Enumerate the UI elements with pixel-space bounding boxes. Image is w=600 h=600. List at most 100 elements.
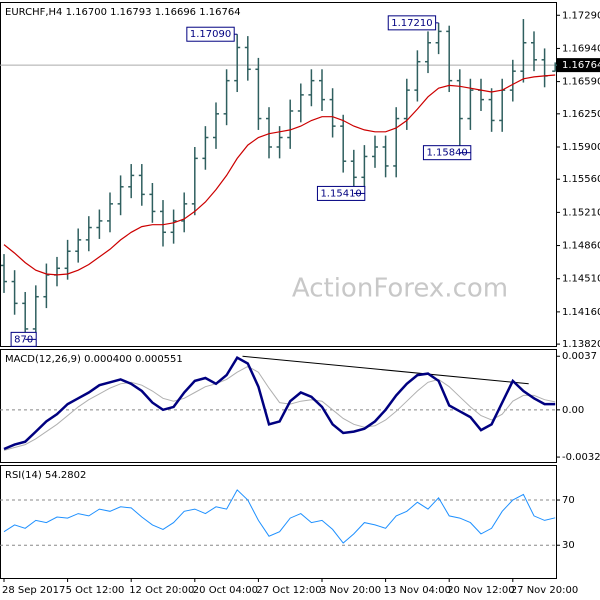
ohlc-bar — [287, 99, 294, 149]
ohlc-bar — [107, 192, 113, 233]
ohlc-bar — [54, 256, 60, 287]
last-price-label: 1.16764 — [562, 60, 600, 71]
x-tick-label: 13 Nov 04:00 — [384, 585, 451, 596]
ohlc-bar — [340, 114, 347, 173]
ohlc-bar — [1, 254, 7, 293]
y-tick-label: 1.16590 — [562, 77, 600, 88]
x-tick-label: 28 Sep 2017 — [2, 585, 65, 596]
ohlc-bar — [117, 175, 124, 216]
indicator-line — [3, 356, 556, 451]
trendline — [242, 355, 529, 385]
y-tick-label: 1.14510 — [562, 274, 600, 285]
annotation-label: 1.17090 — [190, 29, 231, 40]
moving-average — [3, 74, 556, 276]
ohlc-bar — [361, 145, 368, 189]
panel-frame — [0, 465, 557, 579]
panel-header: MACD(12,26,9) 0.000400 0.000551 — [5, 354, 183, 365]
y-tick-label: 1.15900 — [562, 142, 600, 153]
ohlc-bar — [393, 107, 400, 178]
panel-header: EURCHF,H4 1.16700 1.16793 1.16696 1.1676… — [5, 7, 241, 18]
ohlc-bar — [170, 209, 177, 244]
header-title: RSI(14) — [5, 470, 42, 481]
ohlc-bar — [435, 22, 442, 55]
ohlc-bar — [75, 228, 82, 263]
header-title: EURCHF,H4 — [5, 7, 62, 18]
ohlc-bar — [85, 216, 92, 252]
y-tick-label: 30 — [562, 540, 575, 551]
y-tick-label: 1.15560 — [562, 174, 600, 185]
ohlc-bar — [11, 270, 18, 315]
watermark: ActionForex.com — [292, 274, 508, 304]
ohlc-bar — [372, 135, 378, 168]
ohlc-bar — [244, 36, 251, 81]
panel-frame — [0, 2, 557, 347]
x-tick-label: 3 Nov 20:00 — [320, 585, 381, 596]
annotation-label: 1.15840 — [426, 148, 467, 159]
ohlc-bar — [160, 200, 166, 247]
ohlc-bar — [467, 78, 474, 130]
y-tick-label: 1.13820 — [562, 339, 600, 350]
ohlc-bar — [414, 50, 421, 102]
y-tick-label: 1.17290 — [562, 10, 600, 21]
x-tick-label: 27 Oct 12:00 — [256, 585, 321, 596]
ohlc-bar — [446, 25, 453, 93]
ohlc-bar — [138, 164, 145, 206]
annotation-label: 1.17210 — [391, 18, 432, 29]
header-value: 0.000400 — [84, 354, 132, 365]
y-tick-label: 1.14160 — [562, 307, 600, 318]
panel-header: RSI(14) 54.2802 — [5, 470, 86, 481]
ohlc-bar — [488, 88, 495, 132]
ohlc-bar — [255, 57, 262, 130]
y-tick-label: -0.00326 — [562, 452, 600, 463]
annotation-label: 1.15410 — [320, 188, 361, 199]
header-title: MACD(12,26,9) — [5, 354, 81, 365]
y-tick-label: 1.16940 — [562, 43, 600, 54]
ohlc-bar — [382, 135, 389, 178]
ohlc-bar — [329, 88, 336, 138]
x-tick-label: 5 Oct 12:00 — [66, 585, 125, 596]
ohlc-bar — [509, 59, 516, 102]
ohlc-bar — [128, 164, 135, 199]
indicator-line — [3, 489, 556, 544]
ohlc-bar — [531, 31, 537, 72]
header-value: 0.000551 — [135, 354, 183, 365]
annotation-label: 870 — [14, 334, 33, 345]
ohlc-bar — [96, 209, 103, 239]
ohlc-bar — [234, 34, 241, 93]
header-value: 1.16793 — [110, 7, 151, 18]
ohlc-bar — [213, 102, 219, 149]
ohlc-bar — [266, 107, 272, 159]
x-tick-label: 27 Nov 20:00 — [511, 585, 578, 596]
y-tick-label: 0.00 — [562, 405, 584, 416]
header-value: 1.16764 — [199, 7, 240, 18]
header-value: 1.16696 — [155, 7, 196, 18]
x-tick-label: 20 Oct 04:00 — [193, 585, 258, 596]
last-price-box — [557, 58, 600, 73]
ohlc-bar — [297, 83, 304, 123]
ohlc-bar — [499, 78, 506, 132]
indicator-line — [3, 365, 556, 451]
y-tick-label: 1.14860 — [562, 241, 600, 252]
ohlc-bar — [456, 69, 463, 153]
ohlc-bar — [403, 78, 410, 130]
ohlc-bar — [478, 78, 484, 111]
ohlc-bar — [520, 19, 527, 83]
panel-frame — [0, 349, 557, 463]
ohlc-bar — [64, 239, 71, 280]
ohlc-bar — [32, 285, 39, 335]
ohlc-bar — [43, 263, 50, 309]
y-tick-label: 0.0037 — [562, 351, 597, 362]
ohlc-bar — [22, 291, 29, 340]
ohlc-bar — [541, 48, 548, 88]
y-tick-label: 1.15210 — [562, 207, 600, 218]
header-value: 1.16700 — [66, 7, 107, 18]
ohlc-bar — [223, 69, 230, 126]
header-value: 54.2802 — [45, 470, 86, 481]
x-tick-label: 20 Nov 12:00 — [447, 585, 514, 596]
x-tick-label: 12 Oct 20:00 — [129, 585, 194, 596]
ohlc-bar — [149, 183, 156, 223]
ohlc-bar — [202, 126, 209, 170]
ohlc-bar — [191, 146, 198, 216]
